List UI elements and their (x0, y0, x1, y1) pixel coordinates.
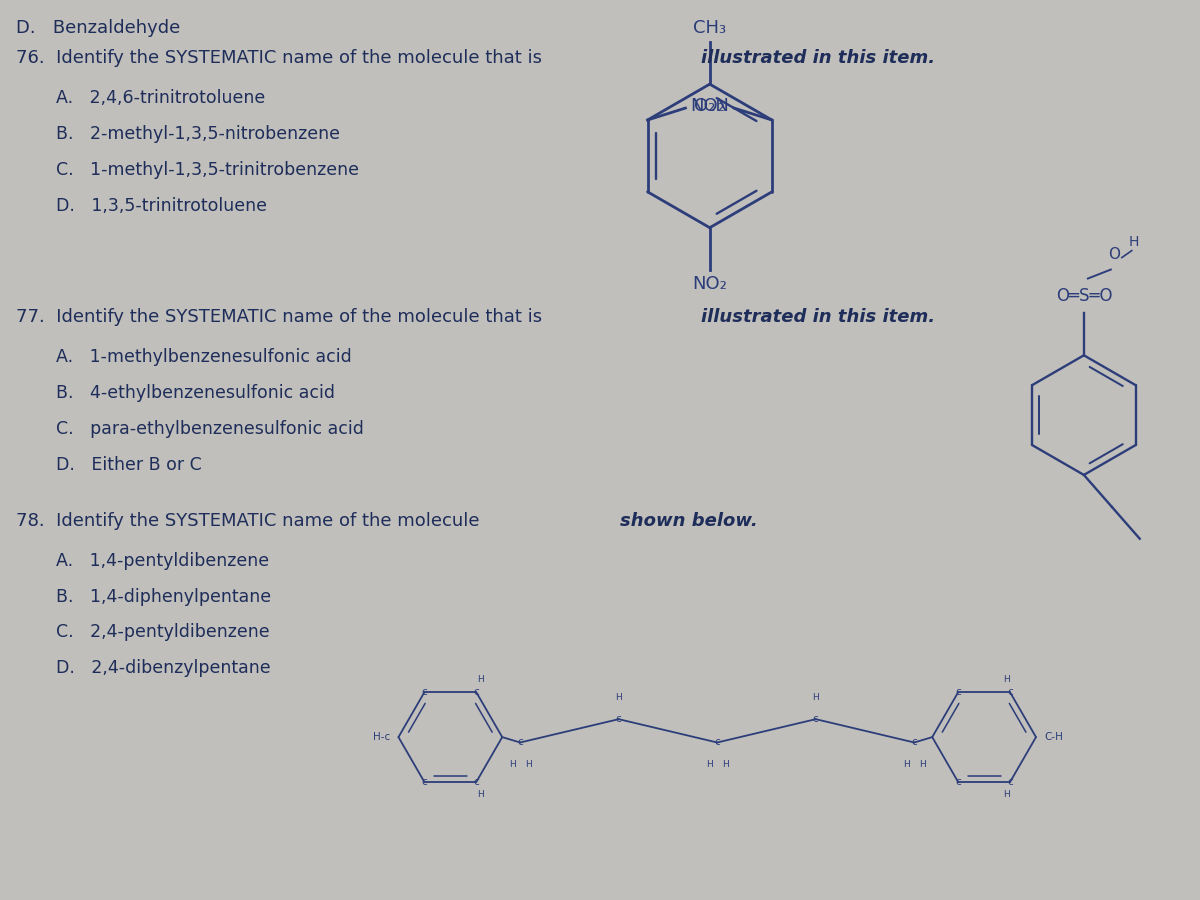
Text: D.   1,3,5-trinitrotoluene: D. 1,3,5-trinitrotoluene (56, 197, 268, 215)
Text: c: c (421, 688, 427, 698)
Text: O₂N: O₂N (694, 97, 730, 115)
Text: D.   Either B or C: D. Either B or C (56, 456, 202, 474)
Text: CH₃: CH₃ (694, 19, 726, 37)
Text: NO₂: NO₂ (690, 97, 725, 115)
Text: B.   4-ethylbenzenesulfonic acid: B. 4-ethylbenzenesulfonic acid (56, 384, 335, 402)
Text: O═S═O: O═S═O (1056, 287, 1112, 305)
Text: H: H (476, 790, 484, 799)
Text: H: H (616, 693, 622, 702)
Text: D.   2,4-dibenzylpentane: D. 2,4-dibenzylpentane (56, 660, 271, 678)
Text: H-c: H-c (373, 732, 390, 742)
Text: c: c (474, 777, 479, 787)
Text: H: H (919, 760, 925, 770)
Text: C-H: C-H (1044, 732, 1063, 742)
Text: 77.  Identify the SYSTEMATIC name of the molecule that is: 77. Identify the SYSTEMATIC name of the … (17, 309, 548, 327)
Text: shown below.: shown below. (620, 512, 758, 530)
Text: c: c (911, 737, 917, 748)
Text: c: c (714, 737, 720, 748)
Text: H: H (1003, 790, 1009, 799)
Text: H: H (706, 760, 713, 770)
Text: illustrated in this item.: illustrated in this item. (701, 309, 935, 327)
Text: H: H (722, 760, 728, 770)
Text: 76.  Identify the SYSTEMATIC name of the molecule that is: 76. Identify the SYSTEMATIC name of the … (17, 50, 548, 68)
Text: 78.  Identify the SYSTEMATIC name of the molecule: 78. Identify the SYSTEMATIC name of the … (17, 512, 486, 530)
Text: H: H (509, 760, 516, 770)
Text: B.   1,4-diphenylpentane: B. 1,4-diphenylpentane (56, 588, 271, 606)
Text: c: c (955, 688, 961, 698)
Text: c: c (955, 777, 961, 787)
Text: O: O (1108, 247, 1120, 262)
Text: c: c (421, 777, 427, 787)
Text: C.   para-ethylbenzenesulfonic acid: C. para-ethylbenzenesulfonic acid (56, 420, 364, 438)
Text: c: c (812, 715, 818, 724)
Text: c: c (1007, 688, 1013, 698)
Text: H: H (812, 693, 820, 702)
Text: illustrated in this item.: illustrated in this item. (701, 50, 935, 68)
Text: B.   2-methyl-1,3,5-nitrobenzene: B. 2-methyl-1,3,5-nitrobenzene (56, 125, 341, 143)
Text: D.   Benzaldehyde: D. Benzaldehyde (17, 19, 181, 37)
Text: H: H (476, 675, 484, 684)
Text: c: c (616, 715, 622, 724)
Text: c: c (474, 688, 479, 698)
Text: H: H (902, 760, 910, 770)
Text: A.   1-methylbenzenesulfonic acid: A. 1-methylbenzenesulfonic acid (56, 348, 352, 366)
Text: A.   2,4,6-trinitrotoluene: A. 2,4,6-trinitrotoluene (56, 89, 265, 107)
Text: H: H (524, 760, 532, 770)
Text: C.   2,4-pentyldibenzene: C. 2,4-pentyldibenzene (56, 624, 270, 642)
Text: H: H (1128, 235, 1139, 248)
Text: c: c (517, 737, 523, 748)
Text: NO₂: NO₂ (692, 274, 727, 292)
Text: c: c (1007, 777, 1013, 787)
Text: A.   1,4-pentyldibenzene: A. 1,4-pentyldibenzene (56, 552, 269, 570)
Text: C.   1-methyl-1,3,5-trinitrobenzene: C. 1-methyl-1,3,5-trinitrobenzene (56, 161, 359, 179)
Text: H: H (1003, 675, 1009, 684)
